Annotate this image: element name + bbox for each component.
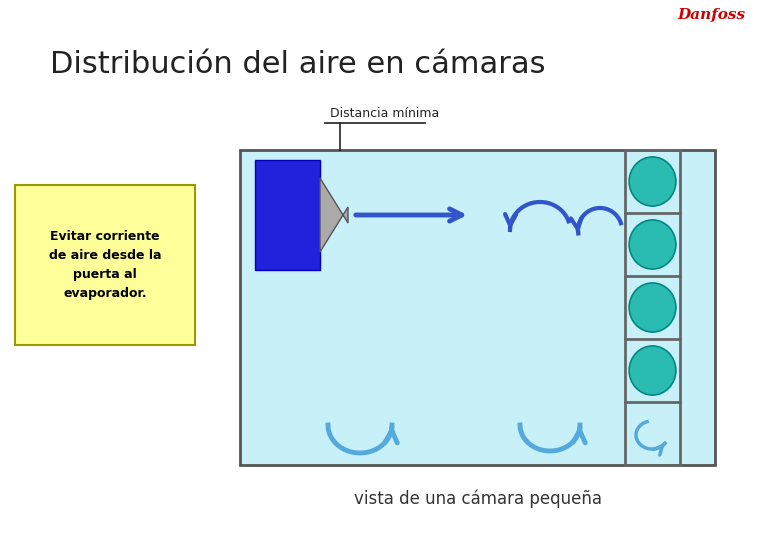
Ellipse shape (629, 220, 676, 269)
Ellipse shape (629, 346, 676, 395)
Text: Distribución del aire en cámaras: Distribución del aire en cámaras (50, 50, 545, 79)
Text: Evitar corriente
de aire desde la
puerta al
evaporador.: Evitar corriente de aire desde la puerta… (48, 230, 161, 300)
Bar (15, 185, 195, 345)
Polygon shape (320, 178, 348, 252)
Ellipse shape (629, 283, 676, 332)
Text: vista de una cámara pequeña: vista de una cámara pequeña (353, 490, 601, 509)
Bar (255, 160, 320, 270)
Text: Distancia mínima: Distancia mínima (330, 107, 439, 120)
Text: Danfoss: Danfoss (677, 8, 745, 22)
Bar (240, 150, 715, 465)
Ellipse shape (629, 157, 676, 206)
